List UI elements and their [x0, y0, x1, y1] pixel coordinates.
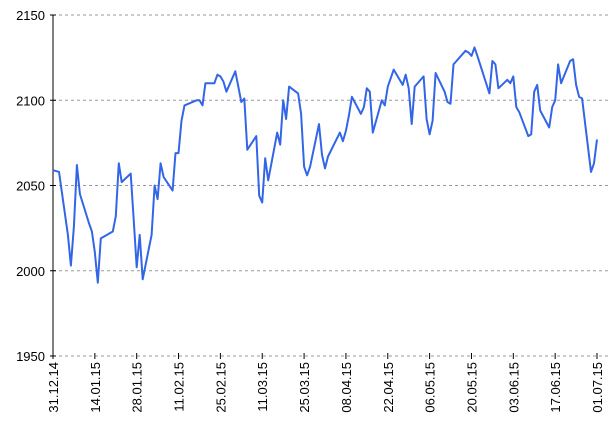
x-tick-label: 11.02.15: [172, 362, 187, 412]
x-tick-label: 01.07.15: [590, 362, 605, 413]
x-tick-label: 14.01.15: [88, 362, 103, 413]
x-tick-label: 31.12.14: [46, 362, 61, 413]
x-tick-label: 28.01.15: [130, 362, 145, 413]
x-tick-label: 25.02.15: [213, 362, 228, 413]
x-tick-label: 03.06.15: [506, 362, 521, 413]
x-tick-label: 06.05.15: [423, 362, 438, 413]
line-series: [52, 46, 598, 284]
y-tick-label: 2000: [16, 264, 45, 279]
x-tick-label: 17.06.15: [548, 362, 563, 413]
x-tick-label: 22.04.15: [381, 362, 396, 413]
y-tick-label: 1950: [16, 349, 45, 364]
x-tick-label: 11.03.15: [255, 362, 270, 412]
y-tick-label: 2100: [16, 93, 45, 108]
x-tick-label: 20.05.15: [464, 362, 479, 413]
x-tick-label: 08.04.15: [339, 362, 354, 413]
y-tick-label: 2050: [16, 179, 45, 194]
x-tick-label: 25.03.15: [297, 362, 312, 413]
y-tick-label: 2150: [16, 8, 45, 23]
